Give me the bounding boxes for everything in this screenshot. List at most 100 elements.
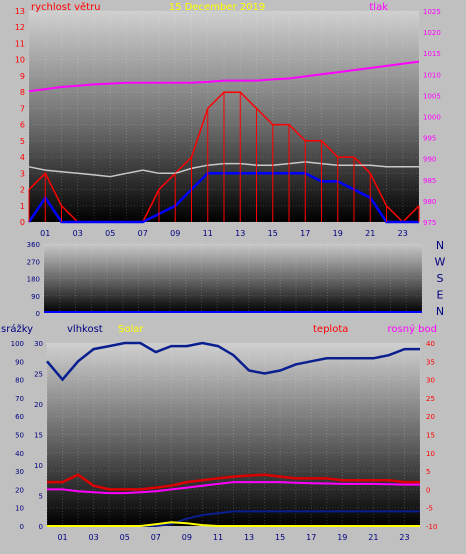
- temperature-axis-tick: 30: [426, 377, 435, 385]
- wind-axis-tick: 5: [20, 137, 25, 146]
- humidity-x-tick: 11: [213, 533, 223, 542]
- dew-point-label: rosný bod: [388, 323, 437, 335]
- rain-axis-tick: 40: [15, 450, 24, 458]
- temperature-axis-tick: -10: [426, 523, 437, 531]
- compass-letter: N: [436, 305, 444, 318]
- direction-axis-tick: 270: [27, 258, 40, 266]
- rain-axis-tick: 50: [15, 432, 24, 440]
- wind-axis-tick: 8: [20, 88, 25, 97]
- rain-axis-tick: 30: [15, 468, 24, 476]
- rain-axis-tick: 80: [15, 377, 24, 385]
- wind-x-tick: 15: [268, 229, 278, 238]
- humidity-axis-tick: 5: [39, 493, 43, 501]
- humidity-axis-tick: 25: [34, 371, 43, 379]
- rain-axis-tick: 90: [15, 358, 24, 366]
- pressure-axis-tick: 1020: [423, 29, 441, 37]
- humidity-x-tick: 23: [399, 533, 409, 542]
- direction-axis-tick: 0: [36, 310, 40, 318]
- wind-axis-tick: 13: [15, 7, 25, 16]
- rain-axis-tick: 0: [20, 523, 24, 531]
- rain-label: srážky: [1, 323, 33, 335]
- pressure-axis-tick: 1000: [423, 114, 441, 122]
- temperature-axis-tick: -5: [426, 505, 433, 513]
- wind-axis-tick: 1: [20, 202, 25, 211]
- pressure-axis-tick: 985: [423, 177, 436, 185]
- wind-speed-label: rychlost větru: [31, 1, 101, 13]
- wind-x-tick: 17: [300, 229, 310, 238]
- rain-axis-tick: 10: [15, 505, 24, 513]
- humidity-x-tick: 01: [57, 533, 67, 542]
- pressure-label: tlak: [369, 2, 388, 13]
- series-line-temperature: [47, 473, 420, 491]
- wind-axis-tick: 11: [15, 39, 25, 48]
- rain-axis-tick: 70: [15, 395, 24, 403]
- wind-x-tick: 09: [170, 229, 180, 238]
- wind-axis-tick: 0: [20, 218, 25, 227]
- humidity-x-tick: 09: [182, 533, 192, 542]
- temperature-axis-tick: 40: [426, 340, 435, 348]
- temperature-axis-tick: 5: [426, 468, 430, 476]
- wind-x-tick: 03: [73, 229, 83, 238]
- temperature-axis-tick: 35: [426, 358, 435, 366]
- rain-axis-tick: 20: [15, 486, 24, 494]
- direction-axis-tick: 90: [31, 293, 40, 301]
- humidity-x-tick: 21: [368, 533, 378, 542]
- humidity-x-tick: 17: [306, 533, 316, 542]
- humidity-x-tick: 15: [275, 533, 285, 542]
- wind-axis-tick: 7: [20, 104, 25, 113]
- series-line-solar: [47, 521, 420, 527]
- temperature-axis-tick: 20: [426, 413, 435, 421]
- pressure-axis-tick: 980: [423, 198, 436, 206]
- humidity-axis-tick: 0: [39, 523, 43, 531]
- pressure-axis-tick: 1010: [423, 71, 441, 79]
- series-line-humidity: [46, 341, 420, 382]
- direction-axis-tick: 180: [27, 276, 40, 284]
- humidity-x-tick: 07: [151, 533, 161, 542]
- temperature-axis-tick: 0: [426, 486, 430, 494]
- wind-x-tick: 07: [138, 229, 148, 238]
- wind-axis-tick: 6: [20, 121, 25, 130]
- pressure-axis-tick: 1005: [423, 92, 441, 100]
- pressure-axis-tick: 995: [423, 135, 436, 143]
- pressure-axis-tick: 990: [423, 156, 436, 164]
- humidity-x-tick: 19: [337, 533, 347, 542]
- pressure-axis-tick: 1025: [423, 8, 441, 16]
- wind-x-tick: 13: [235, 229, 245, 238]
- humidity-x-tick: 13: [244, 533, 254, 542]
- series-line-dew_point: [47, 481, 420, 495]
- temperature-axis-tick: 10: [426, 450, 435, 458]
- wind-axis-tick: 10: [15, 56, 25, 65]
- humidity-x-tick: 03: [89, 533, 99, 542]
- direction-axis-tick: 360: [27, 241, 40, 249]
- humidity-axis-tick: 30: [34, 340, 43, 348]
- wind-axis-tick: 3: [20, 169, 25, 178]
- compass-letter: W: [435, 256, 446, 269]
- rain-axis-tick: 60: [15, 413, 24, 421]
- humidity-axis-tick: 20: [34, 401, 43, 409]
- compass-letter: N: [436, 239, 444, 252]
- wind-axis-tick: 12: [15, 23, 25, 32]
- wind-x-tick: 23: [398, 229, 408, 238]
- temperature-label: teplota: [313, 324, 348, 335]
- wind-axis-tick: 2: [20, 186, 25, 195]
- humidity-x-tick: 05: [120, 533, 130, 542]
- humidity-label: vlhkost: [67, 324, 103, 335]
- temperature-axis-tick: 25: [426, 395, 435, 403]
- pressure-axis-tick: 975: [423, 219, 436, 227]
- compass-letter: E: [437, 289, 444, 302]
- humidity-axis-tick: 15: [34, 432, 43, 440]
- humidity-axis-tick: 10: [34, 462, 43, 470]
- wind-x-tick: 01: [40, 229, 50, 238]
- rain-axis-tick: 100: [11, 340, 24, 348]
- compass-letter: S: [437, 272, 444, 285]
- humidity-plot-area: [47, 343, 420, 526]
- wind-x-tick: 11: [203, 229, 213, 238]
- wind-x-tick: 21: [365, 229, 375, 238]
- wind-axis-tick: 9: [20, 72, 25, 81]
- series-line-pressure: [28, 60, 420, 93]
- wind-axis-tick: 4: [20, 153, 25, 162]
- solar-label: Solar: [118, 324, 144, 335]
- temperature-axis-tick: 15: [426, 432, 435, 440]
- wind-x-tick: 05: [105, 229, 115, 238]
